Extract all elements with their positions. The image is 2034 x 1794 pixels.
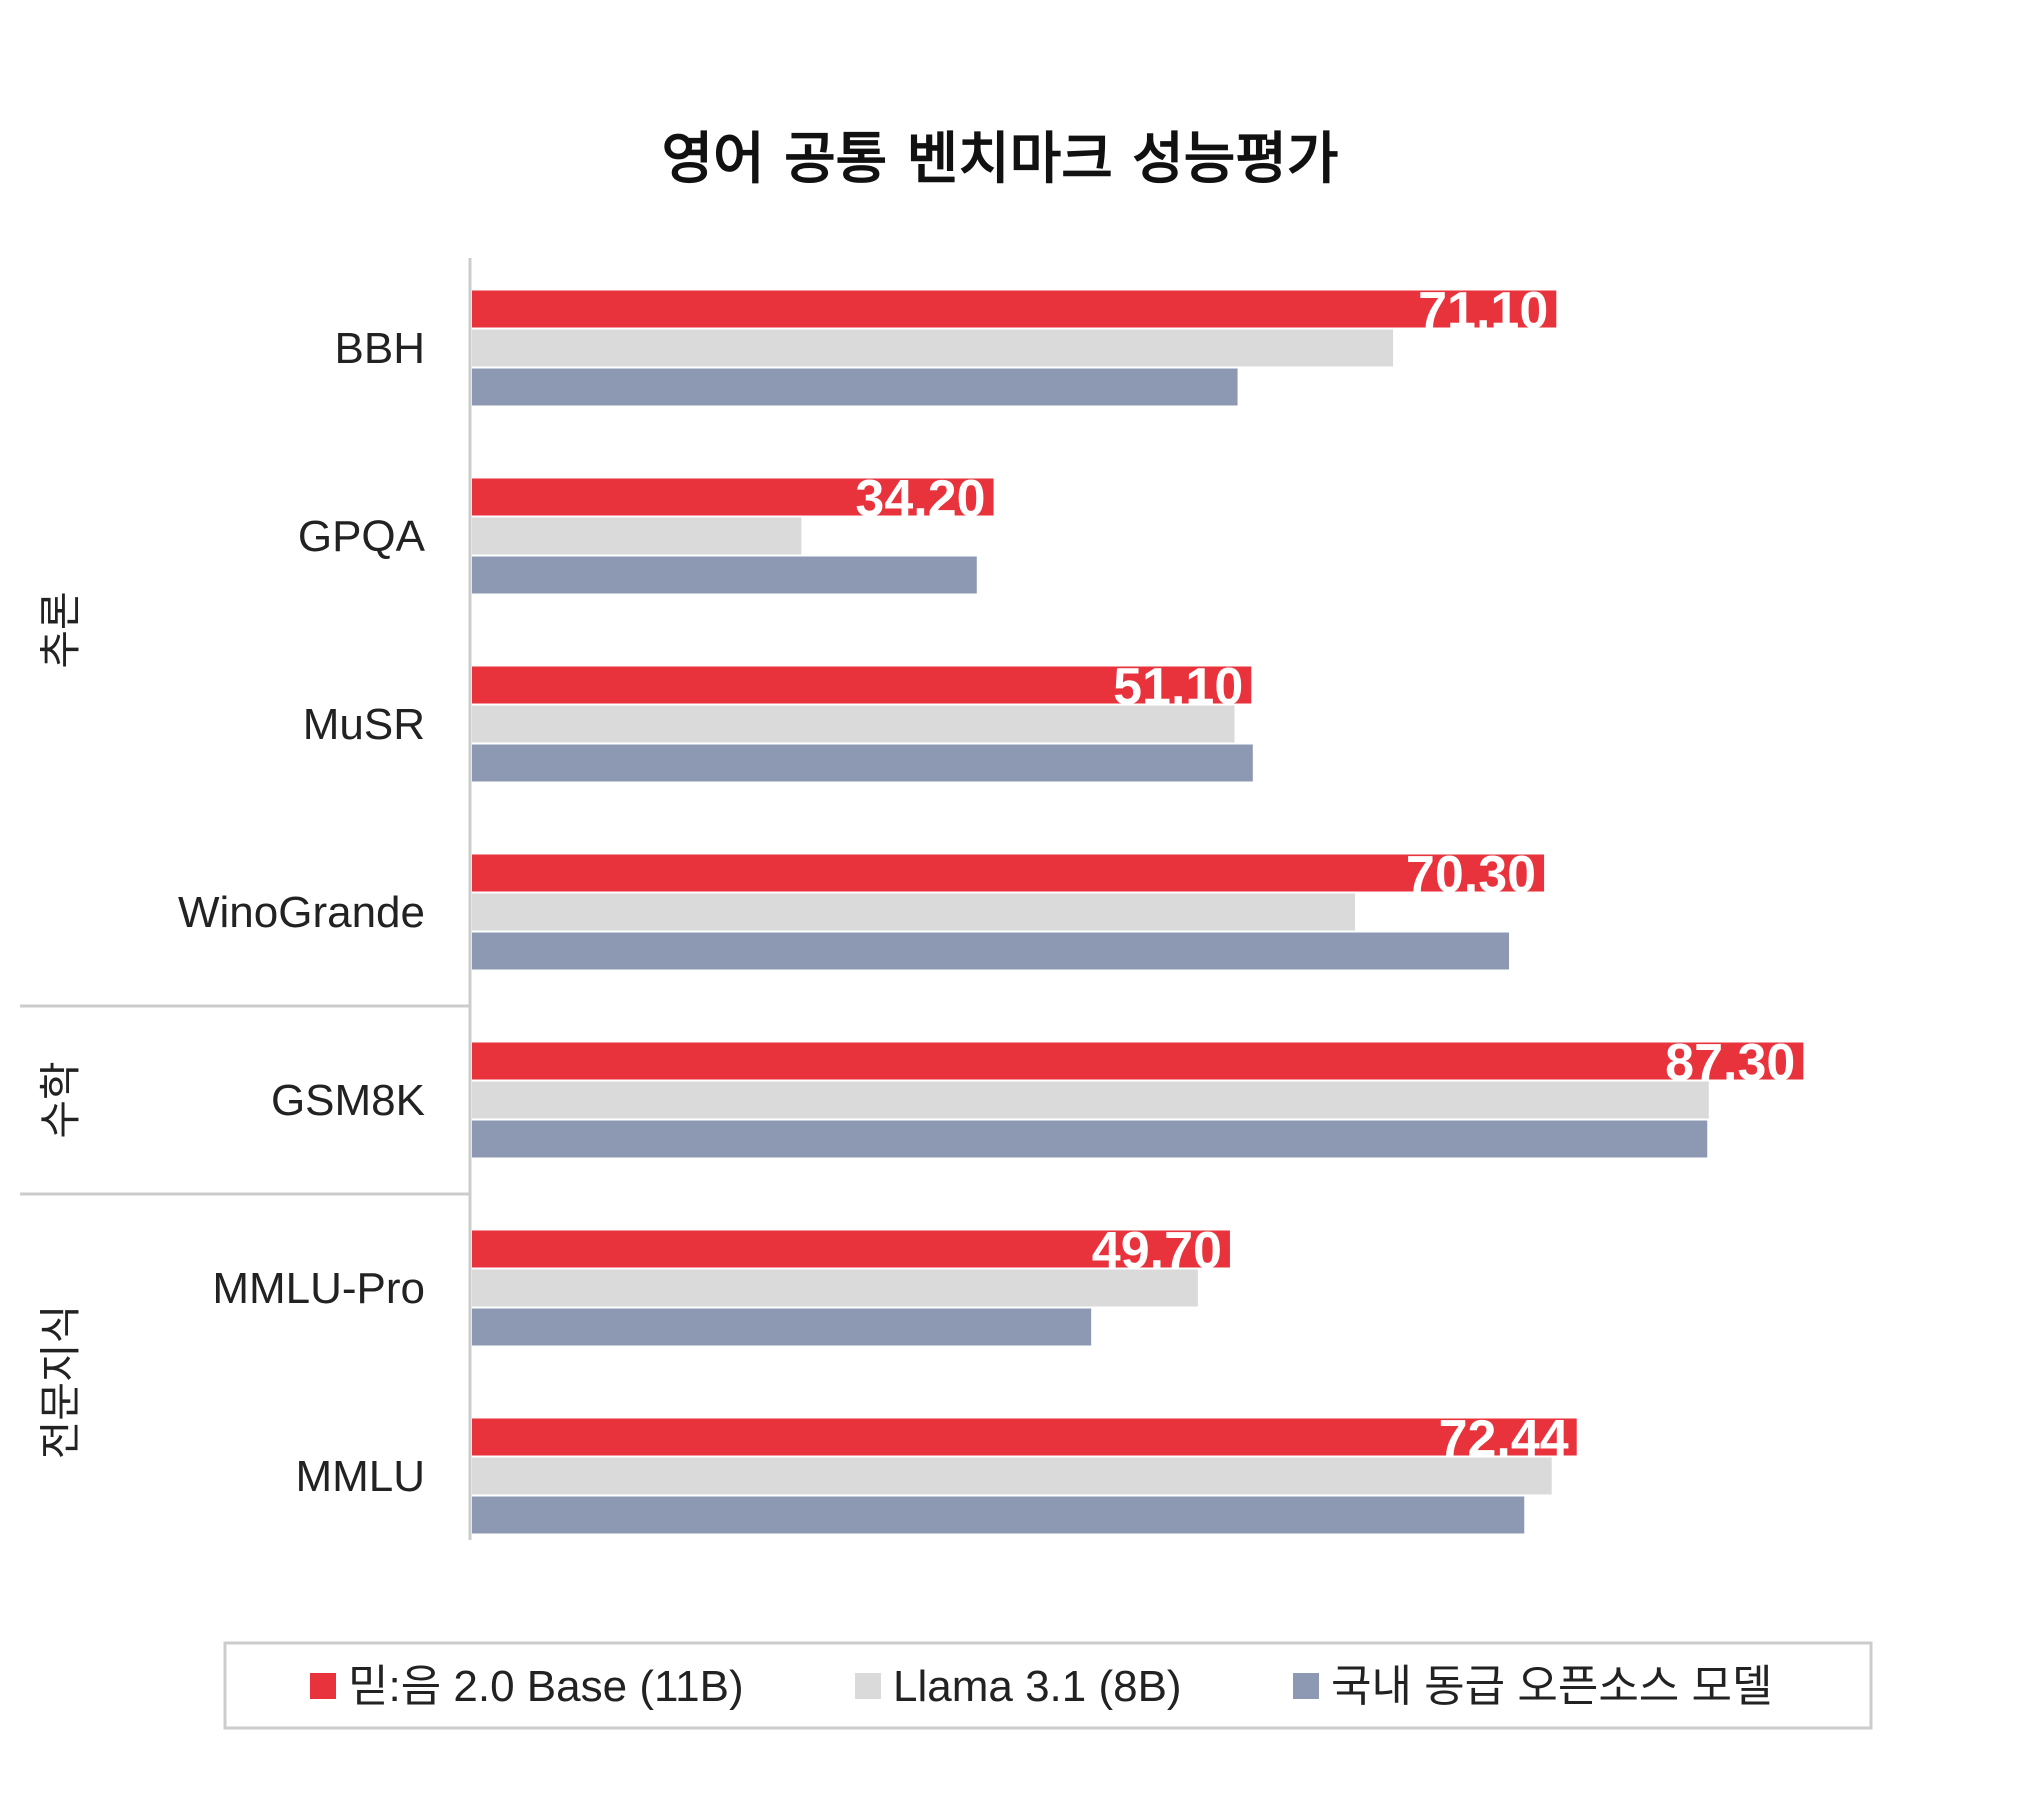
bar-3 [472, 556, 977, 594]
legend-label: 믿:음 2.0 Base (11B) [348, 1662, 744, 1711]
bar-3 [472, 1120, 1708, 1158]
category-label: WinoGrande [178, 888, 425, 937]
data-label: 71.10 [1418, 282, 1548, 340]
category-label: BBH [335, 324, 425, 373]
legend-swatch [1293, 1673, 1319, 1699]
group-label: 전문지식 [36, 1305, 85, 1460]
legend-label: Llama 3.1 (8B) [893, 1662, 1182, 1711]
bar-1 [472, 666, 1252, 704]
bar-2 [472, 1081, 1709, 1119]
legend-label: 국내 동급 오픈소스 모델 [1331, 1662, 1772, 1711]
bar-1 [472, 478, 994, 516]
legend: 믿:음 2.0 Base (11B) Llama 3.1 (8B) 국내 동급 오픈… [223, 1641, 1873, 1730]
category-labels: BBH GPQA MuSR WinoGrande GSM8K MMLU-Pro MMLU [178, 324, 426, 1501]
bar-2 [472, 329, 1394, 367]
chart-title: 영어 공통 벤치마크 성능평가 [662, 127, 1339, 192]
legend-swatch [310, 1673, 336, 1699]
bar-3 [472, 1308, 1092, 1346]
group-label: 수학 [36, 1061, 85, 1138]
bar-3 [472, 932, 1509, 970]
bar-3 [472, 368, 1238, 406]
bar-2 [472, 705, 1235, 743]
category-label: MuSR [303, 700, 425, 749]
category-label: MMLU [295, 1452, 425, 1501]
category-label: MMLU-Pro [212, 1264, 425, 1313]
data-label: 70.30 [1406, 846, 1536, 904]
bar-3 [472, 1496, 1525, 1534]
bar-1 [472, 1418, 1577, 1456]
bar-2 [472, 893, 1355, 931]
bar-1 [472, 1230, 1230, 1268]
data-label: 34.20 [855, 470, 985, 528]
bar-2 [472, 1457, 1552, 1495]
bar-1 [472, 854, 1545, 892]
bar-2 [472, 517, 802, 555]
legend-box [223, 1641, 1873, 1730]
legend-swatch [855, 1673, 881, 1699]
bar-3 [472, 744, 1253, 782]
category-label: GPQA [298, 512, 426, 561]
bar-1 [472, 290, 1557, 328]
category-label: GSM8K [271, 1076, 425, 1125]
group-label: 추론 [36, 591, 85, 668]
bar-2 [472, 1269, 1198, 1307]
bar-1 [472, 1042, 1804, 1080]
